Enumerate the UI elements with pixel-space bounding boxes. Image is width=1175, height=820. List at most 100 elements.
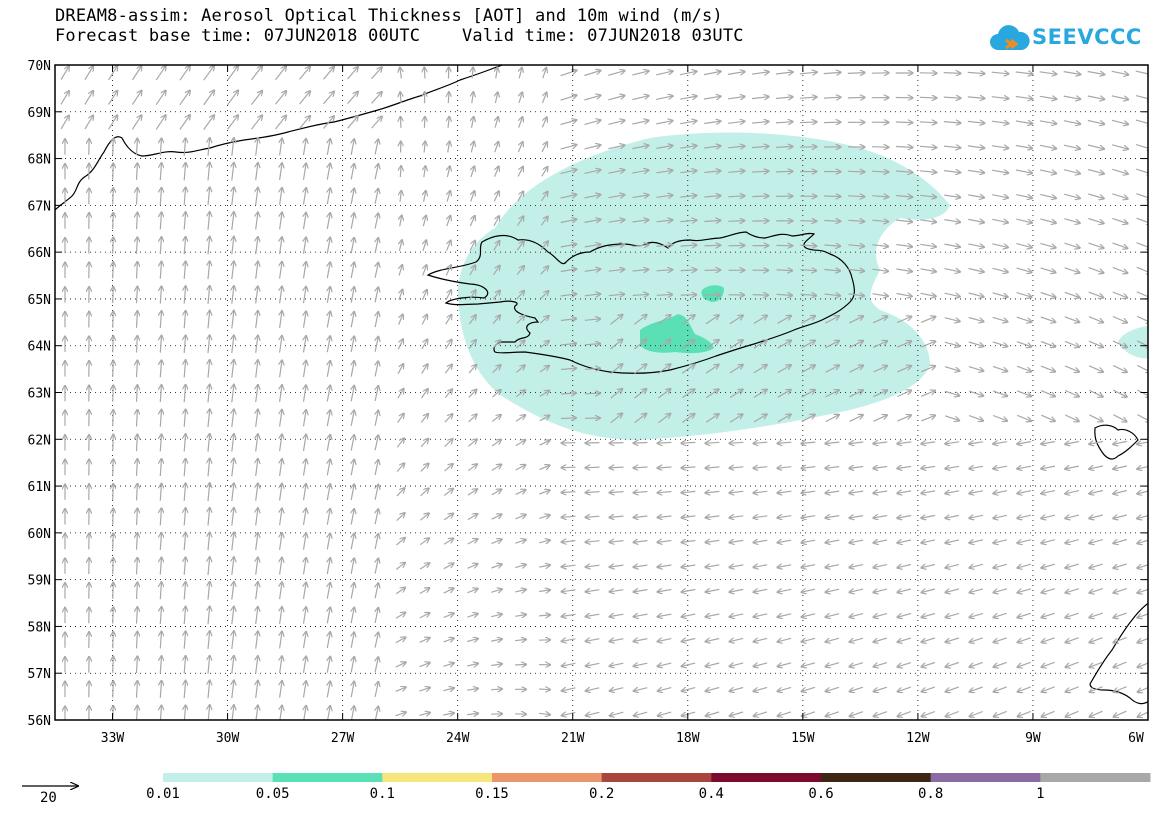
wind-arrow — [825, 491, 840, 493]
wind-arrow — [946, 612, 960, 617]
wind-arrow — [919, 146, 936, 147]
wind-arrow — [495, 117, 498, 128]
wind-arrow — [160, 311, 161, 329]
wind-arrow — [703, 71, 721, 74]
wind-arrow — [897, 540, 912, 543]
wind-arrow — [682, 711, 696, 716]
wind-arrow — [448, 142, 450, 153]
wind-arrow — [519, 117, 523, 128]
wind-arrow — [541, 142, 547, 153]
wind-arrow — [375, 139, 378, 155]
wind-arrow — [351, 287, 354, 303]
wind-arrow — [113, 287, 114, 304]
wind-arrow — [656, 245, 673, 247]
wind-arrow — [184, 138, 185, 156]
wind-arrow — [874, 686, 888, 691]
wind-arrow — [304, 607, 307, 624]
wind-arrow — [443, 563, 454, 570]
map-subtitle: Forecast base time: 07JUN2018 00UTC Vali… — [55, 26, 744, 46]
wind-arrow — [922, 661, 936, 667]
wind-arrow — [424, 191, 426, 202]
wind-arrow — [848, 269, 864, 271]
wind-arrow — [1065, 414, 1079, 421]
wind-arrow — [232, 360, 234, 378]
wind-arrow — [705, 442, 720, 443]
wind-arrow — [610, 711, 624, 716]
wind-arrow — [872, 171, 888, 172]
wind-arrow — [400, 68, 402, 79]
wind-arrow — [251, 115, 263, 130]
wind-arrow — [991, 121, 1009, 123]
wind-arrow — [656, 270, 673, 271]
wind-arrow — [992, 365, 1007, 371]
wind-arrow — [1017, 540, 1032, 543]
wind-arrow — [327, 312, 330, 328]
colorbar-tick-label: 0.05 — [255, 786, 290, 802]
wind-arrow — [304, 681, 307, 698]
wind-arrow — [184, 360, 185, 378]
wind-arrow — [1089, 539, 1103, 544]
wind-arrow — [991, 146, 1008, 149]
wind-arrow — [256, 237, 258, 255]
wind-arrow — [1111, 70, 1129, 74]
wind-arrow — [395, 588, 405, 595]
wind-arrow — [203, 115, 214, 130]
wind-arrow — [420, 439, 428, 448]
wind-arrow — [232, 335, 234, 354]
wind-arrow — [539, 615, 550, 616]
wind-arrow — [256, 286, 258, 304]
wind-arrow — [826, 614, 840, 617]
wind-arrow — [634, 492, 648, 493]
wind-arrow — [777, 365, 791, 374]
wind-arrow — [896, 269, 912, 272]
wind-arrow — [682, 541, 696, 543]
wind-arrow — [491, 564, 501, 568]
wind-arrow — [1113, 466, 1128, 469]
wind-arrow — [848, 245, 864, 247]
wind-arrow — [375, 435, 378, 451]
wind-arrow — [800, 147, 817, 148]
wind-arrow — [705, 414, 718, 423]
wind-arrow — [371, 67, 382, 80]
wind-arrow — [113, 632, 114, 649]
wind-arrow — [184, 237, 185, 255]
wind-arrow — [113, 410, 114, 427]
wind-arrow — [423, 265, 427, 276]
wind-arrow — [1113, 441, 1128, 444]
wind-arrow — [468, 315, 475, 325]
lon-label: 18W — [676, 731, 700, 746]
wind-arrow — [113, 238, 114, 254]
wind-arrow — [584, 170, 601, 174]
wind-arrow — [825, 565, 840, 568]
wind-arrow — [232, 631, 234, 649]
wind-arrow — [184, 533, 185, 551]
wind-arrow — [347, 67, 358, 80]
wind-arrow — [208, 582, 210, 600]
wind-arrow — [299, 91, 311, 105]
wind-arrow — [753, 491, 768, 493]
wind-arrow — [610, 315, 623, 325]
wind-arrow — [656, 170, 672, 172]
wind-arrow — [395, 687, 406, 692]
wind-arrow — [730, 663, 744, 667]
colorbar-tick-label: 0.1 — [369, 786, 395, 802]
wind-arrow — [1088, 242, 1104, 248]
wind-arrow — [753, 316, 767, 325]
wind-arrow — [280, 262, 282, 279]
wind-arrow — [424, 117, 425, 128]
lat-label: 64N — [28, 340, 51, 355]
wind-arrow — [584, 145, 601, 150]
wind-arrow — [1015, 146, 1032, 149]
wind-arrow — [1040, 340, 1055, 347]
wind-arrow — [327, 361, 330, 377]
wind-arrow — [849, 442, 864, 444]
wind-arrow — [1137, 389, 1148, 397]
wind-arrow — [304, 361, 307, 378]
wind-arrow — [471, 166, 474, 178]
wind-arrow — [491, 465, 501, 471]
wind-arrow — [897, 366, 911, 373]
wind-arrow — [1135, 95, 1148, 100]
wind-arrow — [943, 122, 961, 123]
wind-arrow — [920, 220, 936, 222]
wind-arrow — [113, 385, 114, 402]
